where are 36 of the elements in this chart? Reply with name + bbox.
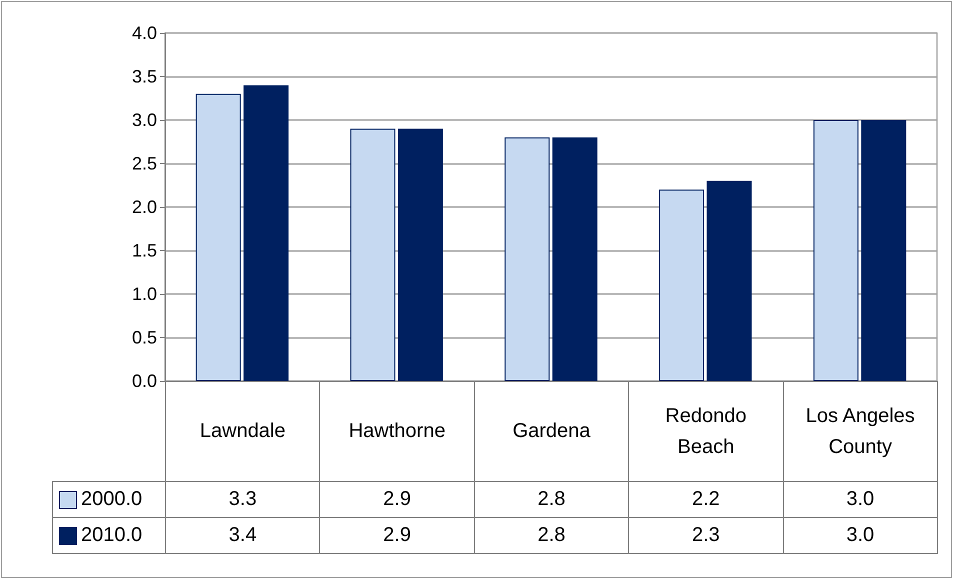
bar xyxy=(813,120,858,381)
y-tick-label: 1.0 xyxy=(132,284,157,304)
x-tick-label: Hawthorne xyxy=(319,381,475,482)
data-label: 3.0 xyxy=(782,481,938,518)
data-label: 2.8 xyxy=(474,481,630,518)
data-label: 2.9 xyxy=(319,517,475,554)
bar xyxy=(398,128,443,381)
y-tick-label: 1.5 xyxy=(132,240,157,260)
x-tick-label: Los Angeles County xyxy=(782,381,938,482)
bar xyxy=(659,190,704,381)
data-label: 2.2 xyxy=(628,481,784,518)
data-label: 3.3 xyxy=(165,481,320,518)
x-tick-label: Gardena xyxy=(474,381,630,482)
y-tick-label: 2.0 xyxy=(132,197,157,217)
data-label: 3.4 xyxy=(165,517,320,554)
legend-label: 2000.0 xyxy=(81,488,142,511)
y-tick-label: 0.5 xyxy=(132,328,157,348)
x-tick-label: Redondo Beach xyxy=(628,381,784,482)
bar xyxy=(244,85,289,381)
y-tick-label: 3.5 xyxy=(132,66,157,86)
legend-label: 2010.0 xyxy=(81,524,142,547)
x-tick-label: Lawndale xyxy=(165,381,320,482)
data-label: 3.0 xyxy=(782,517,938,554)
data-label: 2.3 xyxy=(628,517,784,554)
bar xyxy=(350,128,396,381)
bar xyxy=(504,137,550,381)
bar xyxy=(706,180,752,381)
y-tick-label: 4.0 xyxy=(132,23,157,43)
y-tick-label: 0.0 xyxy=(132,371,157,391)
bar xyxy=(196,94,241,381)
y-tick-label: 2.5 xyxy=(132,154,157,174)
bar xyxy=(552,137,598,381)
y-tick-label: 3.0 xyxy=(132,110,157,130)
data-label: 2.8 xyxy=(474,517,630,554)
data-label: 2.9 xyxy=(319,481,475,518)
bar xyxy=(861,120,906,381)
